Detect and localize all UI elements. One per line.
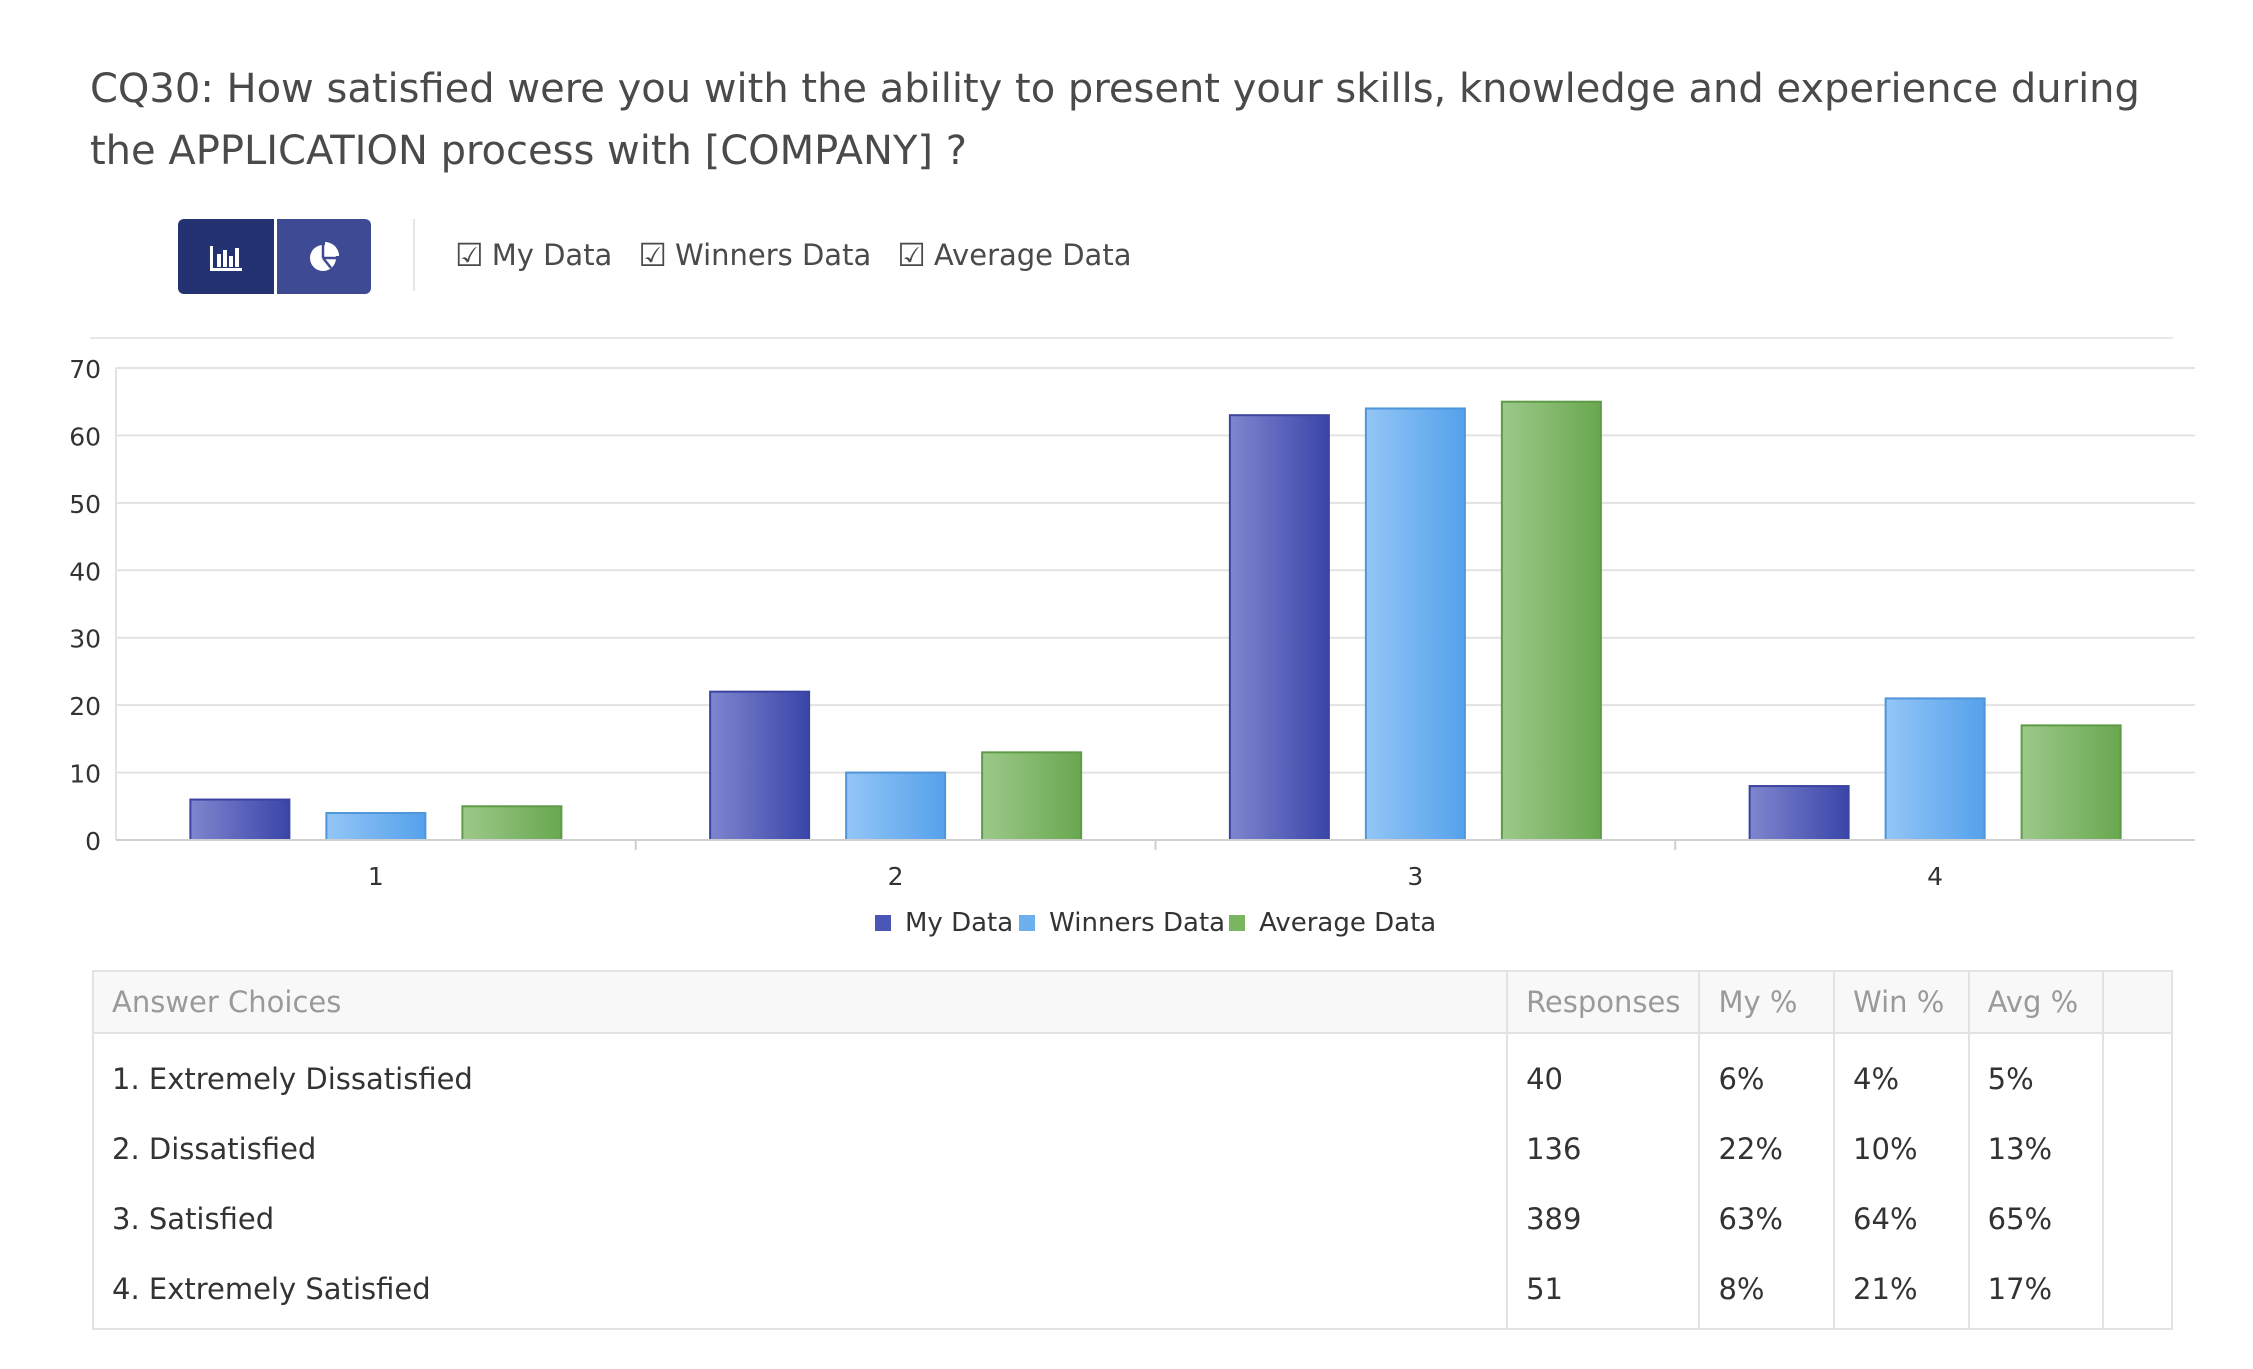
- bar-my-data[interactable]: [189, 798, 291, 841]
- checkbox-average-data[interactable]: ☑ Average Data: [897, 236, 1131, 274]
- win-percent-cell: 4%: [1834, 1033, 1970, 1114]
- x-tick-label: 3: [1407, 862, 1423, 891]
- checkbox-checked-icon[interactable]: ☑: [897, 236, 926, 274]
- my-percent-cell: 6%: [1699, 1033, 1836, 1114]
- table-header-row: Answer Choices Responses My % Win % Avg …: [93, 971, 2173, 1034]
- y-tick-label: 70: [69, 355, 101, 384]
- legend-swatch: [1229, 915, 1246, 931]
- win-percent-cell: 64%: [1834, 1184, 1970, 1254]
- answer-choice-cell: 3. Satisfied: [93, 1184, 1509, 1254]
- toolbar-separator: [90, 337, 2173, 339]
- answer-choice-cell: 2. Dissatisfied: [93, 1114, 1509, 1184]
- my-percent-cell: 63%: [1699, 1184, 1836, 1254]
- bar-my-data[interactable]: [709, 690, 811, 841]
- checkbox-label: My Data: [491, 238, 613, 272]
- answer-choice-cell: 4. Extremely Satisfied: [93, 1254, 1509, 1329]
- win-percent-cell: 10%: [1834, 1114, 1970, 1184]
- avg-percent-cell: 17%: [1968, 1254, 2105, 1329]
- bar-winners-data[interactable]: [1364, 407, 1466, 841]
- column-header-win-percent[interactable]: Win %: [1834, 971, 1970, 1034]
- my-percent-cell: 8%: [1699, 1254, 1836, 1329]
- responses-cell: 389: [1507, 1184, 1701, 1254]
- y-tick-label: 50: [69, 490, 101, 519]
- responses-cell: 51: [1507, 1254, 1701, 1329]
- y-tick-label: 60: [69, 422, 101, 451]
- spacer-cell: [2103, 1033, 2173, 1114]
- table-row: 4. Extremely Satisfied 51 8% 21% 17%: [93, 1254, 2173, 1329]
- bar-average-data[interactable]: [1500, 400, 1602, 841]
- bar-chart-icon: [210, 245, 242, 271]
- avg-percent-cell: 5%: [1968, 1033, 2105, 1114]
- legend-label: Average Data: [1259, 908, 1437, 938]
- legend-label: Winners Data: [1049, 908, 1226, 938]
- avg-percent-cell: 65%: [1968, 1184, 2105, 1254]
- pie-chart-button[interactable]: [277, 219, 371, 294]
- pie-chart-icon: [310, 241, 339, 271]
- bar-chart-button[interactable]: [178, 219, 274, 294]
- avg-percent-cell: 13%: [1968, 1114, 2105, 1184]
- spacer-cell: [2103, 1254, 2173, 1329]
- y-tick-label: 10: [69, 760, 101, 789]
- bar-my-data[interactable]: [1748, 785, 1850, 841]
- checkbox-label: Average Data: [933, 238, 1132, 272]
- column-header-answer-choices[interactable]: Answer Choices: [93, 971, 1509, 1034]
- bar-winners-data[interactable]: [1884, 697, 1986, 841]
- bar-average-data[interactable]: [2020, 724, 2122, 841]
- toolbar-divider: [413, 219, 415, 291]
- column-header-my-percent[interactable]: My %: [1699, 971, 1836, 1034]
- bar-chart: 0 10 20 30 40 50 60 70 1 2 3 4: [69, 355, 2195, 891]
- answer-choice-cell: 1. Extremely Dissatisfied: [93, 1033, 1509, 1114]
- bar-average-data[interactable]: [981, 751, 1083, 842]
- x-tick-label: 4: [1927, 862, 1943, 891]
- answers-table: Answer Choices Responses My % Win % Avg …: [92, 970, 2173, 1330]
- y-tick-label: 0: [85, 827, 101, 856]
- column-header-responses[interactable]: Responses: [1507, 971, 1701, 1034]
- question-title: CQ30: How satisfied were you with the ab…: [90, 66, 2140, 174]
- table-row: 2. Dissatisfied 136 22% 10% 13%: [93, 1114, 2173, 1184]
- win-percent-cell: 21%: [1834, 1254, 1970, 1329]
- column-header-spacer: [2103, 971, 2173, 1034]
- legend-swatch: [875, 915, 891, 931]
- responses-cell: 136: [1507, 1114, 1701, 1184]
- y-tick-label: 40: [69, 557, 101, 586]
- spacer-cell: [2103, 1184, 2173, 1254]
- chart-type-toggle: [178, 219, 371, 294]
- legend-swatch: [1019, 915, 1036, 931]
- bar-winners-data[interactable]: [845, 771, 947, 842]
- table-row: 1. Extremely Dissatisfied 40 6% 4% 5%: [93, 1033, 2173, 1114]
- x-tick-label: 2: [888, 862, 904, 891]
- my-percent-cell: 22%: [1699, 1114, 1836, 1184]
- y-tick-label: 20: [69, 692, 101, 721]
- responses-cell: 40: [1507, 1033, 1701, 1114]
- legend-item-my-data[interactable]: My Data: [875, 908, 1013, 938]
- bar-winners-data[interactable]: [325, 812, 427, 841]
- bar-average-data[interactable]: [461, 805, 563, 841]
- x-tick-label: 1: [368, 862, 384, 891]
- chart-legend: My Data Winners Data Average Data: [875, 908, 1436, 938]
- column-header-avg-percent[interactable]: Avg %: [1968, 971, 2105, 1034]
- legend-item-average-data[interactable]: Average Data: [1225, 908, 1436, 938]
- y-tick-label: 30: [69, 625, 101, 654]
- checkbox-checked-icon[interactable]: ☑: [455, 236, 484, 274]
- legend-item-winners-data[interactable]: Winners Data: [1013, 908, 1225, 938]
- checkbox-my-data[interactable]: ☑ My Data: [455, 236, 612, 274]
- checkbox-checked-icon[interactable]: ☑: [638, 236, 668, 274]
- legend-label: My Data: [905, 908, 1014, 938]
- spacer-cell: [2103, 1114, 2173, 1184]
- checkbox-label: Winners Data: [675, 238, 872, 272]
- table-row: 3. Satisfied 389 63% 64% 65%: [93, 1184, 2173, 1254]
- series-filters: ☑ My Data ☑ Winners Data ☑ Average Data: [455, 236, 1157, 274]
- checkbox-winners-data[interactable]: ☑ Winners Data: [638, 236, 871, 274]
- bar-my-data[interactable]: [1228, 414, 1330, 841]
